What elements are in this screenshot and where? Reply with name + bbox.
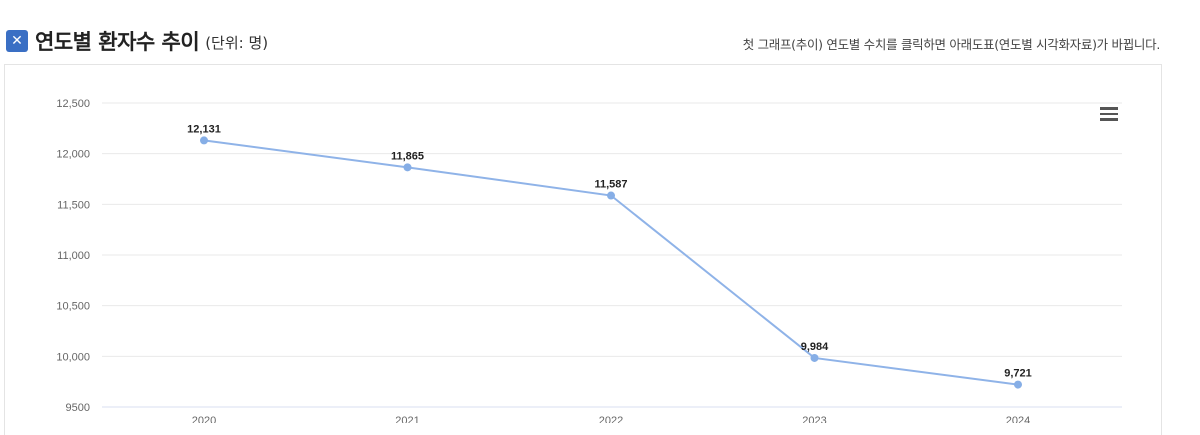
x-tick-label: 2021 [395, 415, 419, 423]
y-tick-label: 10,000 [56, 351, 90, 363]
chart-title: 연도별 환자수 추이 [35, 30, 200, 54]
data-label: 11,587 [594, 179, 627, 191]
data-label: 9,984 [801, 341, 829, 353]
data-point-2023[interactable] [810, 353, 819, 362]
unit-label: (단위: 명) [205, 34, 269, 52]
x-tick-label: 2023 [802, 415, 826, 423]
title-group: ✕ 연도별 환자수 추이 (단위: 명) [6, 26, 268, 56]
y-tick-label: 12,000 [56, 149, 90, 161]
x-tick-label: 2020 [192, 415, 216, 423]
data-points[interactable] [200, 136, 1022, 389]
y-axis-labels: 9500 10,000 10,500 11,000 11,500 12,000 12,500 [56, 98, 90, 414]
x-box-icon: ✕ [6, 30, 28, 52]
y-tick-label: 11,000 [57, 250, 90, 262]
series-line [203, 139, 1019, 386]
data-label: 12,131 [187, 123, 221, 135]
chart-header: ✕ 연도별 환자수 추이 (단위: 명) 첫 그래프(추이) 연도별 수치를 클… [0, 0, 1200, 64]
chart-panel [4, 64, 1162, 435]
data-point-2022[interactable] [607, 191, 615, 200]
y-tick-label: 11,500 [57, 199, 90, 211]
hamburger-menu-icon[interactable] [1100, 107, 1118, 123]
x-tick-label: 2022 [599, 415, 623, 423]
data-point-2021[interactable] [403, 163, 412, 172]
data-labels: 12,131 11,865 11,587 9,984 9,721 [187, 123, 1032, 379]
data-label: 11,865 [391, 150, 424, 162]
x-tick-label: 2024 [1006, 415, 1030, 423]
hint-text: 첫 그래프(추이) 연도별 수치를 클릭하면 아래도표(연도별 시각화자료)가 … [742, 37, 1161, 52]
grid-lines [102, 102, 1122, 408]
line-chart: 9500 10,000 10,500 11,000 11,500 12,000 12,500… [56, 98, 1122, 423]
y-tick-label: 9500 [66, 402, 90, 414]
x-axis-labels: 2020 2021 2022 2023 2024 [192, 415, 1030, 423]
y-tick-label: 12,500 [56, 98, 90, 110]
y-tick-label: 10,500 [56, 301, 90, 313]
data-label: 9,721 [1004, 368, 1032, 380]
data-point-2024[interactable] [1014, 380, 1022, 389]
data-point-2020[interactable] [200, 136, 208, 145]
